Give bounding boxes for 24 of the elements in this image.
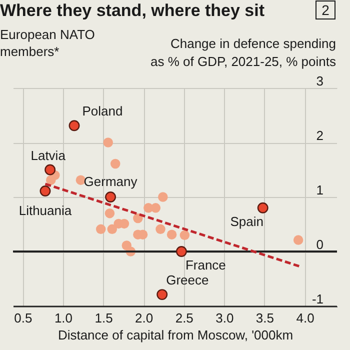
x-tick-label: 3.5 bbox=[256, 310, 274, 326]
y-tick-label: 2 bbox=[316, 128, 324, 143]
x-tick-label: 4.0 bbox=[296, 310, 314, 326]
annotation: Latvia bbox=[30, 148, 66, 163]
x-tick-label: 2.0 bbox=[135, 310, 154, 326]
x-tick-label: 0.5 bbox=[14, 310, 32, 326]
annotation: Lithuania bbox=[18, 203, 72, 218]
annotation: Germany bbox=[84, 174, 138, 189]
x-tick-label: 3.0 bbox=[216, 310, 234, 326]
x-tick-label: 1.5 bbox=[94, 310, 113, 326]
y-axis-title: Change in defence spending as % of GDP, 2021-25, % points bbox=[150, 36, 336, 69]
chart-subtitle: European NATO members* bbox=[0, 27, 95, 59]
x-tick-label: 2.5 bbox=[175, 310, 194, 326]
annotation: Spain bbox=[230, 214, 264, 229]
annotation: Poland bbox=[82, 104, 123, 119]
x-axis-title: Distance of capital from Moscow, '000km bbox=[58, 328, 294, 342]
annotation: Greece bbox=[166, 272, 209, 288]
chart-title: Where they stand, where they sit bbox=[0, 1, 265, 20]
x-tick-label: 1.0 bbox=[54, 310, 73, 326]
y-tick-label: 0 bbox=[316, 237, 324, 252]
y-tick-label: 3 bbox=[316, 74, 324, 88]
annotation: France bbox=[185, 258, 226, 272]
y-tick-label: 1 bbox=[316, 182, 324, 198]
y-tick-label: -1 bbox=[312, 292, 324, 306]
